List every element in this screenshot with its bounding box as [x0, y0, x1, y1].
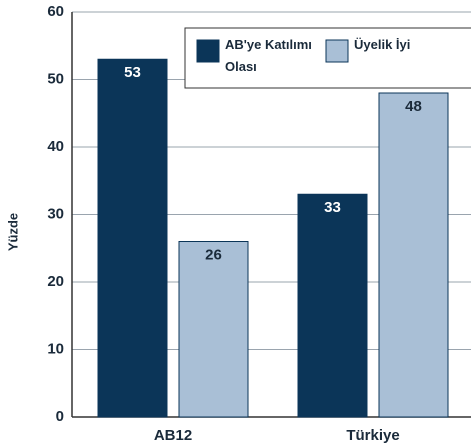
- legend-swatch: [325, 39, 349, 63]
- y-tick-label: 10: [47, 340, 64, 357]
- y-tick-label: 0: [56, 408, 64, 425]
- legend-swatch: [196, 39, 220, 63]
- x-tick-label: Türkiye: [346, 427, 399, 444]
- y-tick-label: 40: [47, 138, 64, 155]
- y-tick-label: 60: [47, 3, 64, 20]
- bar: [97, 58, 168, 418]
- bar: [378, 92, 449, 418]
- y-tick-label: 30: [47, 205, 64, 222]
- bar: [178, 241, 249, 418]
- legend-label: AB'ye Katılımı Olası: [225, 37, 312, 74]
- data-label: 26: [205, 246, 222, 263]
- y-axis-label: Yüzde: [5, 213, 20, 251]
- x-tick-label: AB12: [154, 427, 192, 444]
- data-label: 33: [324, 199, 341, 216]
- y-tick-label: 20: [47, 273, 64, 290]
- bar: [297, 193, 368, 418]
- y-tick-label: 50: [47, 70, 64, 87]
- data-label: 53: [124, 64, 141, 81]
- legend-label: Üyelik İyi: [354, 37, 411, 52]
- legend-item: Üyelik İyi: [354, 37, 411, 52]
- legend-item: AB'ye Katılımı Olası: [225, 37, 312, 74]
- data-label: 48: [405, 98, 422, 115]
